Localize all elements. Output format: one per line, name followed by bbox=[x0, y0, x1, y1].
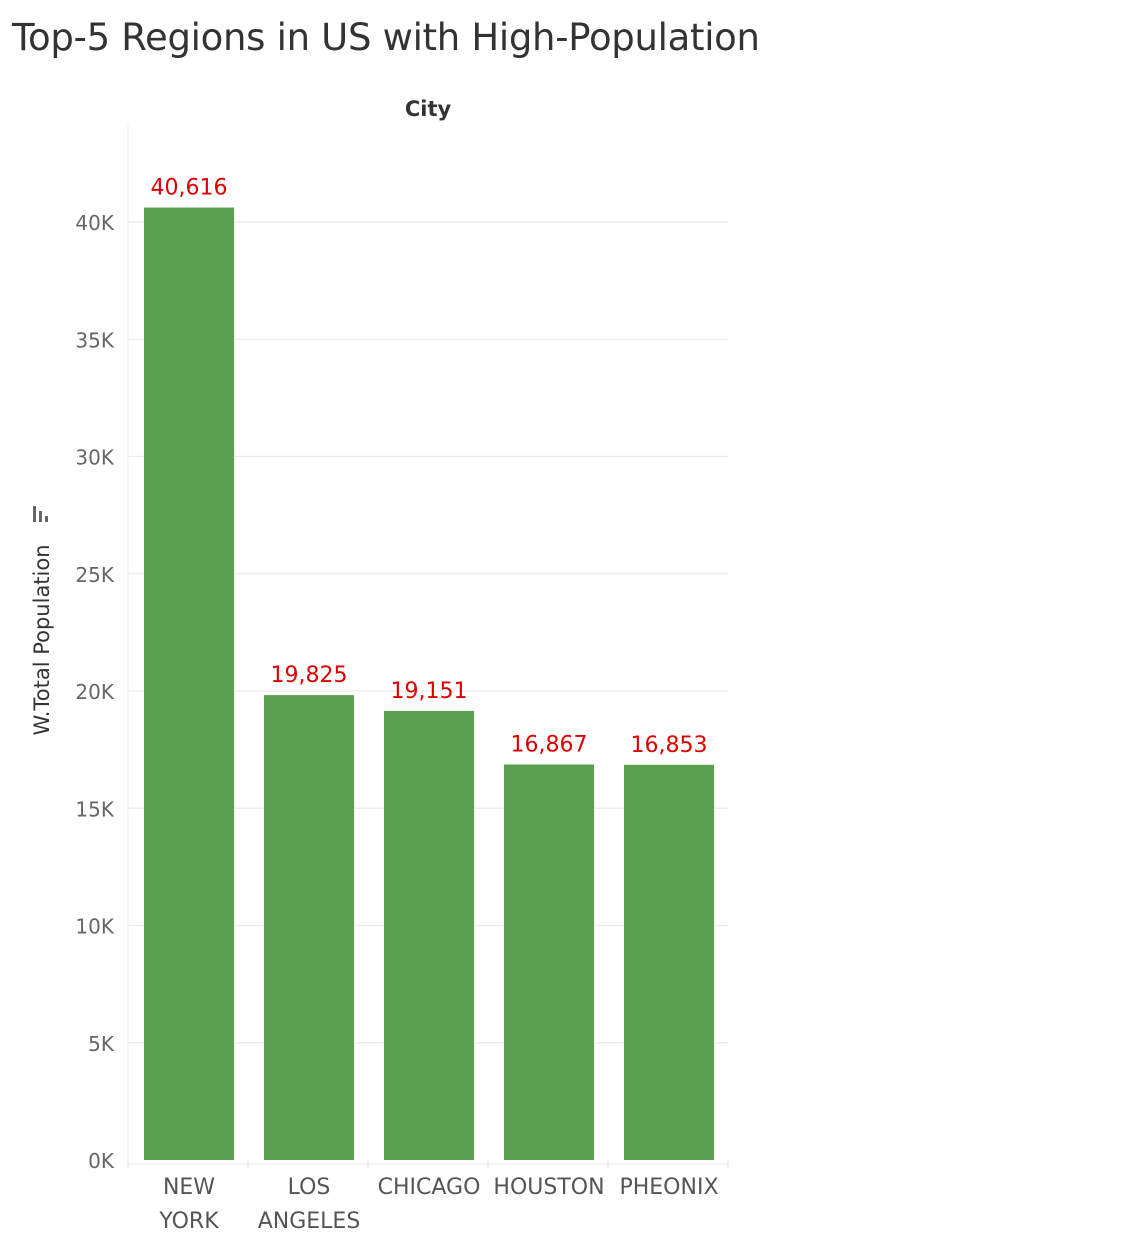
x-category-label: LOS bbox=[288, 1175, 331, 1200]
bars bbox=[144, 207, 714, 1160]
data-label: 19,825 bbox=[271, 663, 348, 688]
chart-title: Top-5 Regions in US with High-Population bbox=[12, 16, 760, 59]
x-category-label: HOUSTON bbox=[493, 1175, 604, 1200]
y-tick-label: 40K bbox=[75, 211, 114, 235]
x-axis-categories: NEW YORK LOS ANGELES CHICAGO HOUSTON PHEONIX bbox=[158, 1175, 718, 1234]
y-axis-title-group[interactable]: W.Total Population bbox=[30, 506, 54, 736]
data-label: 16,853 bbox=[631, 733, 708, 758]
bar bbox=[144, 207, 234, 1160]
x-category-label: YORK bbox=[158, 1209, 219, 1234]
x-category-label: PHEONIX bbox=[619, 1175, 718, 1200]
plot-frame bbox=[127, 125, 729, 1168]
bar bbox=[504, 764, 594, 1160]
y-axis-ticks: 0K 5K 10K 15K 20K 25K 30K 35K 40K bbox=[75, 211, 114, 1173]
data-label: 40,616 bbox=[151, 176, 228, 201]
data-labels: 40,616 19,825 19,151 16,867 16,853 bbox=[151, 176, 708, 758]
bar bbox=[264, 695, 354, 1160]
x-category-label: CHICAGO bbox=[378, 1175, 481, 1200]
column-header: City bbox=[405, 97, 452, 121]
y-tick-label: 0K bbox=[88, 1149, 115, 1173]
bar bbox=[624, 764, 714, 1160]
sort-descending-icon[interactable] bbox=[33, 506, 48, 522]
bar bbox=[384, 710, 474, 1160]
sort-icon-bar bbox=[45, 516, 48, 522]
y-tick-label: 20K bbox=[75, 680, 114, 704]
y-tick-label: 5K bbox=[88, 1032, 115, 1056]
y-tick-label: 10K bbox=[75, 915, 114, 939]
sort-icon-bar bbox=[33, 506, 36, 522]
y-tick-label: 15K bbox=[75, 797, 114, 821]
sort-icon-bar bbox=[39, 511, 42, 522]
y-tick-label: 35K bbox=[75, 328, 114, 352]
y-tick-label: 30K bbox=[75, 446, 114, 470]
y-axis-title: W.Total Population bbox=[30, 544, 54, 735]
data-label: 16,867 bbox=[511, 732, 588, 757]
x-category-label: NEW bbox=[163, 1175, 215, 1200]
y-tick-label: 25K bbox=[75, 563, 114, 587]
x-category-label: ANGELES bbox=[258, 1209, 361, 1234]
data-label: 19,151 bbox=[391, 679, 468, 704]
